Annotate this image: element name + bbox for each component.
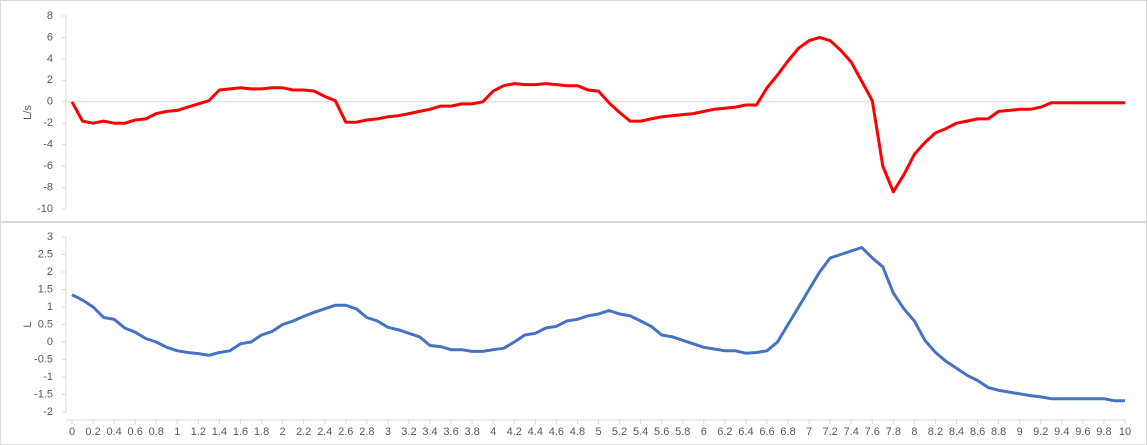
x-tick-label: 7	[806, 426, 812, 438]
y-tick-label: -2	[43, 117, 53, 129]
y-tick-label: 1	[47, 301, 53, 313]
x-tick-label: 0	[69, 426, 75, 438]
y-tick-label: 2	[47, 266, 53, 278]
x-tick-label: 6.2	[717, 426, 732, 438]
y-tick-label: 6	[47, 31, 53, 43]
x-tick-label: 2.4	[317, 426, 332, 438]
x-tick-label: 8.2	[928, 426, 943, 438]
x-tick-label: 5.4	[633, 426, 648, 438]
x-tick-label: 7.4	[844, 426, 859, 438]
x-tick-label: 3.8	[464, 426, 479, 438]
x-tick-label: 4.2	[507, 426, 522, 438]
x-tick-label: 1.4	[212, 426, 227, 438]
y-tick-label: -4	[43, 139, 53, 151]
y-tick-label: 1.5	[38, 283, 53, 295]
x-tick-label: 6.4	[738, 426, 753, 438]
y-tick-label: -1	[43, 371, 53, 383]
x-tick-label: 5.8	[675, 426, 690, 438]
x-tick-label: 7.2	[823, 426, 838, 438]
y-tick-label: 2.5	[38, 248, 53, 260]
y-tick-label: -0.5	[34, 353, 53, 365]
x-tick-label: 6.8	[780, 426, 795, 438]
y-tick-label: 2	[47, 74, 53, 86]
x-tick-label: 9	[1017, 426, 1023, 438]
x-tick-label: 4	[490, 426, 496, 438]
x-tick-label: 3	[385, 426, 391, 438]
x-tick-label: 2.2	[296, 426, 311, 438]
x-tick-label: 9.4	[1054, 426, 1069, 438]
x-tick-label: 0.2	[85, 426, 100, 438]
x-tick-label: 8	[911, 426, 917, 438]
y-tick-label: 0.5	[38, 318, 53, 330]
x-tick-label: 3.6	[443, 426, 458, 438]
x-tick-label: 5.6	[654, 426, 669, 438]
x-tick-label: 0.6	[128, 426, 143, 438]
x-tick-label: 1	[174, 426, 180, 438]
x-tick-label: 6.6	[759, 426, 774, 438]
x-tick-label: 7.8	[886, 426, 901, 438]
y-tick-label: -6	[43, 160, 53, 172]
bottom-panel-border	[0, 222, 1147, 445]
x-tick-label: 5	[595, 426, 601, 438]
x-tick-label: 9.6	[1075, 426, 1090, 438]
x-tick-label: 1.6	[233, 426, 248, 438]
data-line	[70, 35, 1125, 194]
top-panel-border	[0, 0, 1147, 222]
y-tick-label: -8	[43, 181, 53, 193]
y-tick-label: 4	[47, 53, 53, 65]
x-tick-label: 2.6	[338, 426, 353, 438]
x-tick-label: 3.2	[401, 426, 416, 438]
y-axis-label: L/s	[22, 105, 34, 120]
x-tick-label: 2.8	[359, 426, 374, 438]
x-tick-label: 8.6	[970, 426, 985, 438]
x-tick-label: 8.8	[991, 426, 1006, 438]
x-tick-label: 0.4	[106, 426, 121, 438]
y-tick-label: 8	[47, 10, 53, 22]
x-tick-label: 3.4	[422, 426, 437, 438]
x-tick-label: 0.8	[149, 426, 164, 438]
y-tick-label: -1.5	[34, 388, 53, 400]
y-tick-label: -2	[43, 406, 53, 418]
y-tick-label: 3	[47, 231, 53, 243]
x-tick-label: 9.8	[1096, 426, 1111, 438]
x-tick-label: 1.8	[254, 426, 269, 438]
y-tick-label: 0	[47, 336, 53, 348]
x-tick-label: 2	[280, 426, 286, 438]
x-tick-label: 5.2	[612, 426, 627, 438]
x-tick-label: 7.6	[865, 426, 880, 438]
data-line	[71, 246, 1125, 403]
x-tick-label: 6	[701, 426, 707, 438]
x-tick-label: 1.2	[191, 426, 206, 438]
y-tick-label: 0	[47, 96, 53, 108]
x-tick-label: 10	[1119, 426, 1131, 438]
x-tick-label: 4.8	[570, 426, 585, 438]
x-tick-label: 8.4	[949, 426, 964, 438]
y-axis-label: L	[22, 321, 34, 327]
x-tick-label: 9.2	[1033, 426, 1048, 438]
y-tick-label: -10	[37, 203, 53, 215]
x-tick-label: 4.4	[528, 426, 543, 438]
x-tick-label: 4.6	[549, 426, 564, 438]
